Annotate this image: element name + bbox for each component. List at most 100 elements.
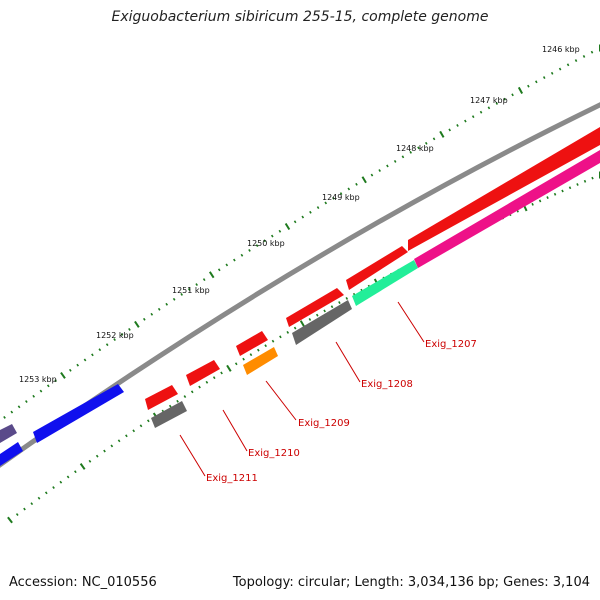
genome-summary-text: Topology: circular; Length: 3,034,136 bp… (232, 575, 590, 590)
outer-ruler-tick (535, 80, 538, 84)
inner-ruler-tick (546, 196, 549, 200)
inner-ruler-tick (299, 320, 306, 328)
genome-backbone (0, 102, 600, 468)
inner-ruler-tick (110, 444, 114, 448)
outer-ruler-tick (225, 263, 229, 267)
inner-ruler-tick (315, 313, 319, 317)
outer-ruler-tick (68, 368, 72, 372)
inner-ruler-tick (249, 353, 253, 357)
inner-ruler-tick (338, 301, 341, 304)
outer-ruler-tick (83, 358, 87, 362)
inner-ruler-tick (66, 475, 70, 479)
outer-ruler-tick (255, 244, 259, 248)
inner-ruler-tick (132, 429, 136, 433)
outer-ruler-tick (54, 379, 57, 383)
outer-ruler-tick (309, 210, 312, 214)
outer-ruler-tick (495, 102, 499, 105)
inner-ruler-tick (198, 385, 201, 389)
outer-ruler-tick (479, 110, 483, 114)
outer-ruler-tick (172, 297, 176, 301)
inner-ruler-tick (561, 189, 564, 193)
outer-ruler-tick (284, 223, 291, 230)
outer-ruler-tick (401, 155, 405, 159)
inner-ruler-tick (103, 449, 106, 453)
inner-ruler-tick (52, 486, 55, 489)
outer-ruler-tick (471, 115, 475, 119)
outer-ruler-tick (361, 176, 367, 184)
leader-exig-1207 (397, 301, 425, 343)
outer-ruler-tick (370, 173, 374, 177)
outer-ruler-tick (378, 169, 381, 172)
inner-ruler-tick (205, 380, 209, 384)
inner-ruler-tick (264, 344, 267, 348)
outer-ruler-tick (503, 97, 506, 101)
outer-ruler-tick (517, 86, 524, 95)
outer-ruler-tick (339, 192, 343, 196)
cds-forward-long (408, 127, 600, 251)
inner-ruler-tick (286, 330, 290, 334)
ruler-label-1251: 1251 kbp (172, 286, 210, 295)
outer-ruler-tick (355, 182, 358, 186)
outer-ruler-tick (417, 146, 420, 150)
outer-ruler-tick (409, 150, 412, 154)
outer-ruler-tick (270, 234, 274, 238)
inner-ruler-tick (242, 357, 245, 361)
inner-ruler-tick (183, 395, 187, 398)
outer-ruler-tick (590, 50, 594, 54)
ruler-label-1249: 1249 kbp (322, 193, 360, 202)
outer-ruler-tick (208, 271, 215, 279)
cds-blue-reverse (0, 442, 23, 466)
outer-ruler-tick (324, 201, 328, 205)
outer-ruler-tick (386, 164, 389, 168)
inner-ruler-tick (88, 459, 92, 463)
ruler-label-1246: 1246 kbp (542, 45, 580, 54)
inner-ruler-tick (583, 179, 587, 183)
ruler-label-1247: 1247 kbp (470, 96, 508, 105)
outer-ruler-tick (10, 410, 14, 414)
outer-ruler-tick (511, 93, 514, 97)
outer-ruler-tick (76, 363, 80, 367)
outer-ruler-tick (487, 106, 491, 110)
inner-ruler-tick (271, 339, 275, 343)
cds-forward-seg-2 (286, 288, 344, 327)
inner-ruler-tick (323, 309, 326, 313)
inner-ruler-tick (308, 318, 312, 321)
outer-ruler-tick (432, 137, 436, 141)
outer-ruler-tick (150, 312, 154, 316)
gene-label-exig-1209: Exig_1209 (298, 418, 350, 429)
outer-ruler-tick (448, 128, 451, 132)
outer-ruler-tick (527, 84, 530, 88)
map-title: Exiguobacterium sibiricum 255-15, comple… (111, 9, 489, 25)
inner-ruler-tick (79, 463, 86, 470)
outer-ruler-tick (278, 229, 282, 233)
accession-text: Accession: NC_010556 (9, 575, 157, 590)
inner-ruler-tick (256, 348, 260, 352)
cds-forward-seg-5 (145, 385, 178, 410)
outer-ruler-tick (464, 119, 467, 123)
inner-ruler-tick (190, 390, 194, 394)
outer-ruler-tick (120, 333, 124, 336)
forward-strand-features (0, 127, 600, 443)
inner-ruler-tick (176, 399, 179, 403)
outer-ruler-tick (142, 317, 146, 321)
cds-purple-left (0, 424, 17, 443)
outer-ruler-tick (128, 327, 131, 331)
inner-ruler-tick (212, 376, 216, 380)
outer-ruler-tick (558, 67, 562, 71)
inner-ruler-tick (226, 364, 232, 372)
gene-label-leaders (179, 301, 425, 477)
outer-ruler-tick (424, 141, 428, 145)
inner-ruler-tick (568, 186, 572, 190)
outer-ruler-tick (195, 283, 199, 286)
outer-ruler-tick (60, 372, 66, 379)
outer-ruler-tick (574, 59, 578, 63)
inner-ruler-ticks (7, 171, 600, 524)
outer-ruler-tick (332, 196, 335, 200)
inner-ruler-tick (576, 183, 579, 186)
leader-exig-1209 (265, 380, 297, 421)
cds-forward-seg-1 (346, 246, 408, 290)
outer-ruler-tick (347, 187, 351, 191)
ruler-label-1250: 1250 kbp (247, 239, 285, 248)
inner-ruler-tick (139, 424, 143, 428)
